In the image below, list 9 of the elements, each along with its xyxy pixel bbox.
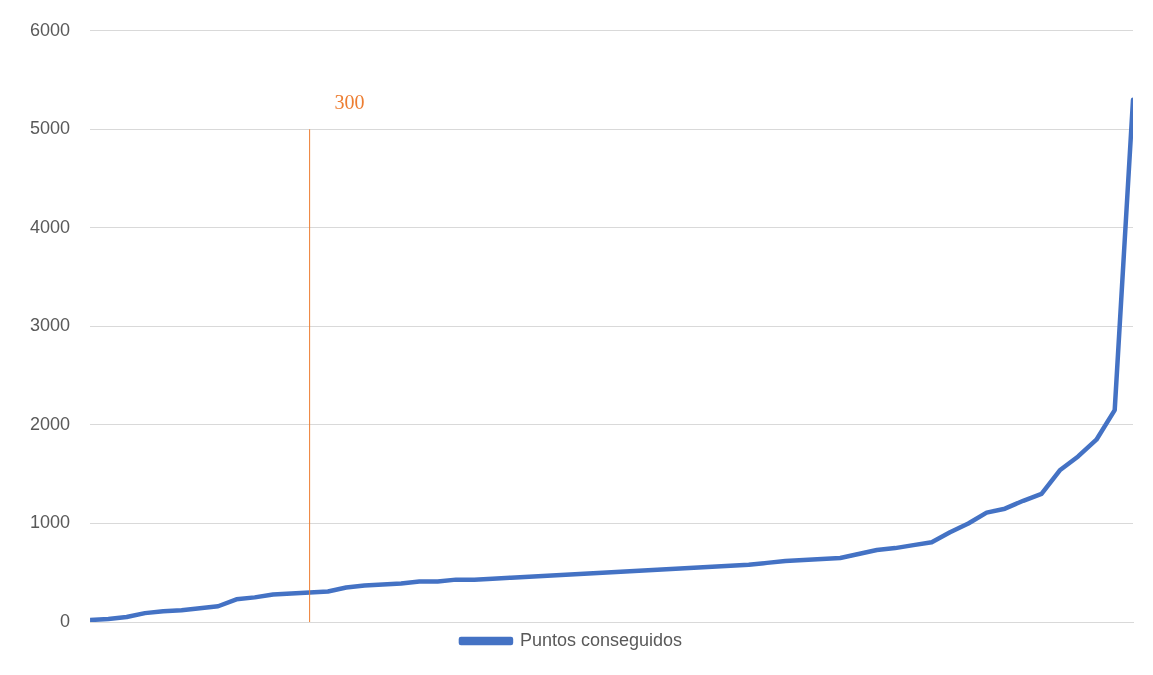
- y-tick-label: 0: [60, 610, 71, 631]
- y-tick-label: 5000: [30, 118, 71, 139]
- y-tick-label: 2000: [30, 413, 71, 434]
- y-tick-label: 1000: [30, 512, 71, 533]
- y-tick-label: 3000: [30, 315, 71, 336]
- y-tick-label: 6000: [30, 19, 71, 40]
- legend-label: Puntos conseguidos: [519, 629, 683, 650]
- annotation: 300: [334, 90, 365, 113]
- y-tick-label: 4000: [30, 216, 71, 237]
